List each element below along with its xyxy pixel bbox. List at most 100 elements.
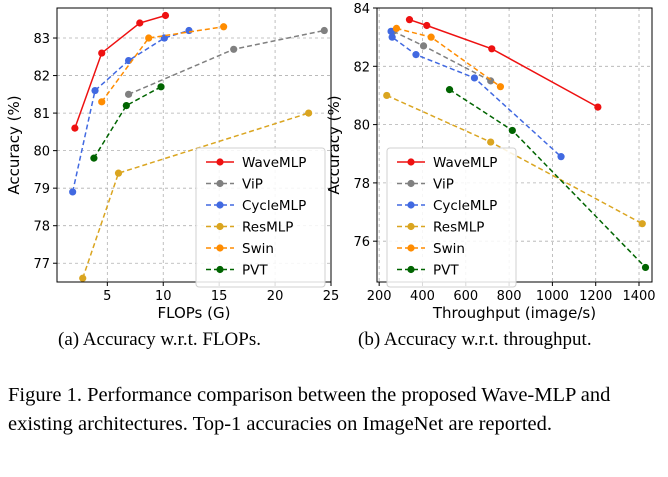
chart2-data-point-cyclemlp xyxy=(388,33,396,41)
chart2-series-line-swin xyxy=(396,27,501,88)
chart2-legend-marker-wavemlp xyxy=(407,158,415,166)
figure-charts: 5 10 15 20 25 77 78 79 80 81 82 83 FLOPs (G) Accuracy… xyxy=(5,2,656,322)
chart1-series-line-resmlp xyxy=(82,112,309,279)
chart1-data-point-swin xyxy=(145,34,153,42)
chart1-data-point-pvt xyxy=(90,154,98,162)
chart2-data-point-wavemlp xyxy=(423,21,431,30)
chart2-legend-label-pvt: PVT xyxy=(433,263,459,279)
chart1-data-point-resmlp xyxy=(305,109,313,117)
chart1-data-point-pvt xyxy=(157,83,165,91)
chart1-data-point-swin xyxy=(220,23,228,31)
chart1-legend-label-pvt: PVT xyxy=(242,263,268,279)
chart2-data-point-resmlp xyxy=(383,91,391,100)
chart1-data-point-cyclemlp xyxy=(185,26,193,35)
chart1-data-point-cyclemlp xyxy=(160,34,168,42)
chart2-data-point-pvt xyxy=(508,126,516,135)
chart2-y-tick-label: 80 xyxy=(353,119,370,134)
chart1-data-point-cyclemlp xyxy=(69,188,77,196)
chart1-data-point-wavemlp xyxy=(98,49,106,57)
chart1-legend-marker-resmlp xyxy=(216,222,224,231)
chart1-legend-label-wavemlp: WaveMLP xyxy=(242,155,306,171)
chart1-y-tick-label: 81 xyxy=(33,107,50,122)
chart2-legend-marker-swin xyxy=(407,244,415,252)
chart1-y-tick-label: 82 xyxy=(33,70,50,85)
chart2-y-tick-label: 84 xyxy=(353,2,370,17)
chart1-x-tick-label: 20 xyxy=(267,289,284,304)
chart1-data-point-resmlp xyxy=(79,274,87,282)
chart2-data-point-pvt xyxy=(445,86,454,94)
chart1-y-tick-label: 78 xyxy=(33,220,50,235)
chart1-y-tick-label: 83 xyxy=(33,32,50,47)
chart2-data-point-cyclemlp xyxy=(387,27,395,35)
chart2-legend-label-resmlp: ResMLP xyxy=(433,220,484,236)
chart2-series-line-vip xyxy=(392,30,492,82)
chart2-y-tick-label: 76 xyxy=(353,235,370,250)
chart2-x-tick-label: 800 xyxy=(497,289,522,304)
chart1-legend-marker-wavemlp xyxy=(216,158,224,166)
chart2-data-point-resmlp xyxy=(638,220,646,228)
chart1-y-axis-label: Accuracy (%) xyxy=(5,95,23,194)
chart2-legend-marker-cyclemlp xyxy=(407,201,415,209)
chart1-y-tick-label: 79 xyxy=(33,182,50,197)
chart1-legend-label-vip: ViP xyxy=(242,177,263,193)
chart2-legend-label-wavemlp: WaveMLP xyxy=(433,155,497,171)
chart2-x-tick-label: 1200 xyxy=(579,289,612,304)
chart1-y-tick-label: 77 xyxy=(33,257,50,272)
chart2-series-line-cyclemlp xyxy=(390,31,562,158)
chart1-legend xyxy=(195,147,326,288)
chart1-plot-frame xyxy=(56,7,332,283)
chart2-legend xyxy=(386,147,517,288)
chart1-x-tick-label: 25 xyxy=(323,289,340,304)
chart2-y-axis-label: Accuracy (%) xyxy=(325,95,343,194)
chart1-data-point-vip xyxy=(124,90,133,98)
chart1-data-point-vip xyxy=(230,45,238,53)
chart2-data-point-wavemlp xyxy=(405,16,414,24)
chart2-x-tick-label: 400 xyxy=(410,289,435,304)
chart1-legend-marker-swin xyxy=(216,244,224,252)
chart2-data-point-swin xyxy=(496,83,505,91)
chart2-data-point-cyclemlp xyxy=(557,153,565,161)
chart2-series-line-wavemlp xyxy=(409,18,599,108)
chart2-legend-label-cyclemlp: CycleMLP xyxy=(433,198,497,214)
chart2-legend-label-vip: ViP xyxy=(433,177,454,193)
chart2-x-tick-label: 200 xyxy=(367,289,392,304)
subcaption-a: (a) Accuracy w.r.t. FLOPs. xyxy=(58,329,261,350)
chart2-y-tick-label: 78 xyxy=(353,177,370,192)
chart2-data-point-swin xyxy=(392,24,401,33)
chart2-data-point-wavemlp xyxy=(594,103,602,111)
chart1-series-line-vip xyxy=(128,29,325,96)
chart2-y-tick-label: 82 xyxy=(353,60,370,75)
chart1-legend-marker-pvt xyxy=(216,265,224,274)
chart1-data-point-wavemlp xyxy=(136,19,144,27)
chart2-x-axis-label: Throughput (image/s) xyxy=(432,304,596,322)
chart1-data-point-resmlp xyxy=(114,169,123,177)
chart1-series-line-cyclemlp xyxy=(71,29,190,193)
chart2-data-point-resmlp xyxy=(487,138,495,146)
chart1-data-point-pvt xyxy=(122,101,130,110)
chart1-data-point-wavemlp xyxy=(71,124,79,132)
chart2-x-tick-label: 1000 xyxy=(536,289,569,304)
chart1-series-line-wavemlp xyxy=(74,14,166,129)
chart1-x-axis-label: FLOPs (G) xyxy=(158,304,231,322)
chart1-legend-label-cyclemlp: CycleMLP xyxy=(242,198,306,214)
subcaption-b: (b) Accuracy w.r.t. throughput. xyxy=(358,329,592,350)
chart2-legend-label-swin: Swin xyxy=(433,241,465,257)
chart1-series-line-swin xyxy=(101,26,224,103)
figure-caption: Figure 1. Performance comparison between… xyxy=(8,384,611,435)
chart2-data-point-wavemlp xyxy=(488,45,496,53)
chart2-x-tick-label: 600 xyxy=(453,289,478,304)
chart1-legend-marker-vip xyxy=(216,179,224,188)
chart1-data-point-wavemlp xyxy=(161,11,170,20)
chart2-data-point-swin xyxy=(427,33,435,41)
chart1-legend-marker-cyclemlp xyxy=(216,201,224,209)
chart2-data-point-vip xyxy=(419,42,428,50)
chart1-legend-label-resmlp: ResMLP xyxy=(242,220,293,236)
chart2-data-point-pvt xyxy=(641,263,650,272)
chart2-legend-marker-pvt xyxy=(407,265,415,274)
chart2-data-point-cyclemlp xyxy=(470,74,479,82)
chart2-legend-marker-vip xyxy=(407,179,415,188)
chart1-x-tick-label: 15 xyxy=(211,289,228,304)
chart2-data-point-cyclemlp xyxy=(412,51,420,59)
chart1-x-tick-label: 5 xyxy=(103,289,111,304)
chart2-x-tick-label: 1400 xyxy=(622,289,655,304)
